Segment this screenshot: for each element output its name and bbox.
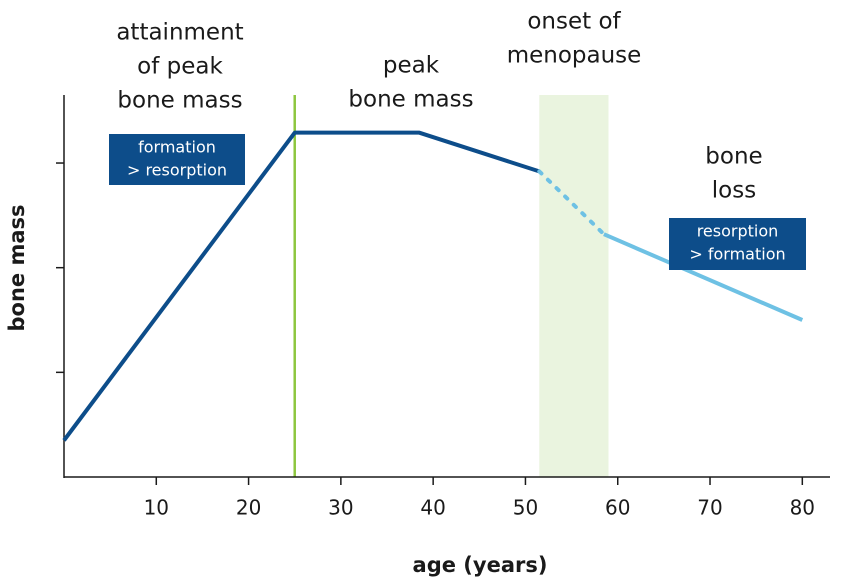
y-axis-label: bone mass [5,204,29,331]
annotation: of peak [137,54,223,80]
annotation: attainment [116,20,243,46]
bone-mass-line [537,169,606,237]
x-tick-label: 80 [790,496,815,520]
x-tick-label: 70 [697,496,722,520]
label-box [669,218,806,270]
annotation: bone mass [348,87,473,113]
box-text: resorption [697,222,779,241]
x-tick-label: 60 [605,496,630,520]
box-text: > resorption [127,161,227,180]
annotation: bone [705,144,762,170]
annotation: onset of [527,9,621,35]
box-text: > formation [689,245,785,264]
x-tick-label: 30 [328,496,353,520]
annotation: peak [383,53,440,79]
label-box [109,134,245,185]
menopause-band [539,95,609,477]
x-tick-label: 40 [420,496,445,520]
bone-mass-line [603,232,804,322]
x-axis-label: age (years) [413,553,548,577]
annotation: menopause [507,43,642,69]
x-tick-label: 20 [236,496,261,520]
box-text: formation [138,138,216,157]
annotation: loss [712,178,756,204]
x-tick-label: 50 [513,496,538,520]
annotation: bone mass [117,88,242,114]
x-tick-label: 10 [144,496,169,520]
bone-mass-line [62,130,540,442]
